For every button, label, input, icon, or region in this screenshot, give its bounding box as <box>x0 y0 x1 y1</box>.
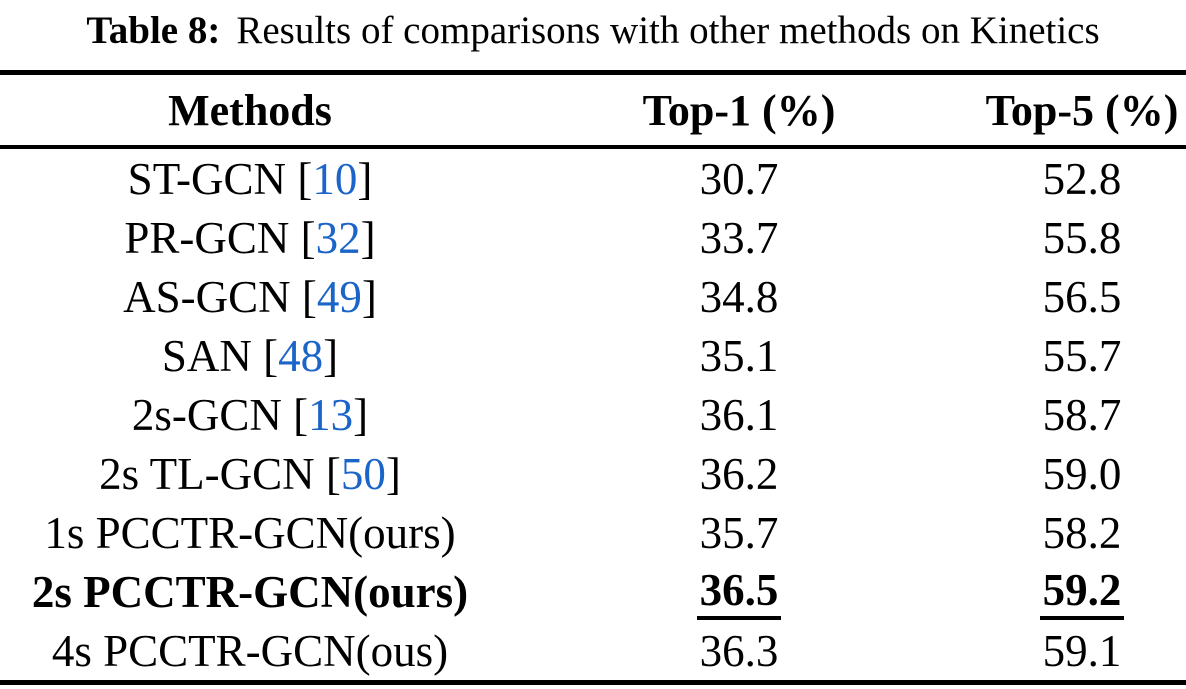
top1-value: 36.5 <box>696 567 782 620</box>
top5-value: 52.8 <box>1042 153 1122 204</box>
top1-cell: 36.2 <box>500 448 978 500</box>
top5-value: 56.5 <box>1042 271 1122 322</box>
citation-link[interactable]: 10 <box>312 153 358 204</box>
table-body: ST-GCN [10] 30.7 52.8 PR-GCN [32] 33.7 55.8 AS… <box>0 149 1186 680</box>
method-cell: ST-GCN [10] <box>127 153 373 204</box>
citation-link[interactable]: 13 <box>308 389 354 440</box>
top1-cell: 35.7 <box>500 507 978 559</box>
method-cell: AS-GCN [49] <box>123 271 377 322</box>
method-name: 2s TL-GCN <box>99 448 315 499</box>
top-rule <box>0 70 1186 75</box>
bottom-rule <box>0 680 1186 685</box>
top5-value: 58.7 <box>1042 389 1122 440</box>
table-row: AS-GCN [49] 34.8 56.5 <box>0 267 1186 326</box>
top5-value: 59.0 <box>1042 448 1122 499</box>
top5-cell: 55.7 <box>978 330 1186 382</box>
top1-cell: 36.3 <box>500 625 978 677</box>
caption-text: Results of comparisons with other method… <box>236 9 1100 52</box>
table-header-row: Methods Top-1 (%) Top-5 (%) <box>0 75 1186 145</box>
top1-cell: 35.1 <box>500 330 978 382</box>
citation-link[interactable]: 50 <box>340 448 386 499</box>
top5-cell: 56.5 <box>978 271 1186 323</box>
top1-cell: 30.7 <box>500 153 978 205</box>
method-name: ST-GCN <box>127 153 287 204</box>
method-cell: PR-GCN [32] <box>124 212 376 263</box>
top1-cell: 33.7 <box>500 212 978 264</box>
top5-value: 58.2 <box>1042 507 1122 558</box>
table-row: 2s PCCTR-GCN(ours) 36.5 59.2 <box>0 562 1186 621</box>
method-cell: SAN [48] <box>161 330 339 381</box>
top5-value: 55.8 <box>1042 212 1122 263</box>
top1-value: 35.7 <box>699 507 779 558</box>
table-caption: Table 8: Results of comparisons with othe… <box>0 0 1186 62</box>
method-name: 2s PCCTR-GCN(ours) <box>31 566 469 617</box>
method-name: SAN <box>161 330 252 381</box>
citation-link[interactable]: 48 <box>278 330 324 381</box>
top1-value: 30.7 <box>699 153 779 204</box>
caption-label: Table 8: <box>86 9 221 52</box>
method-cell: 1s PCCTR-GCN(ours) <box>0 507 500 559</box>
top5-cell: 59.0 <box>978 448 1186 500</box>
method-name: 4s PCCTR-GCN(ous) <box>51 625 449 676</box>
top5-cell: 59.1 <box>978 625 1186 677</box>
top1-value: 36.2 <box>699 448 779 499</box>
table-row: ST-GCN [10] 30.7 52.8 <box>0 149 1186 208</box>
table-row: 1s PCCTR-GCN(ours) 35.7 58.2 <box>0 503 1186 562</box>
table-row: PR-GCN [32] 33.7 55.8 <box>0 208 1186 267</box>
method-name: AS-GCN <box>123 271 291 322</box>
top5-value: 59.1 <box>1042 625 1122 676</box>
column-header-top1: Top-1 (%) <box>642 85 836 135</box>
top5-cell: 55.8 <box>978 212 1186 264</box>
top1-value: 36.3 <box>699 625 779 676</box>
column-header-methods: Methods <box>168 85 332 135</box>
top1-value: 35.1 <box>699 330 779 381</box>
top1-cell: 34.8 <box>500 271 978 323</box>
method-cell: 2s-GCN [13] <box>131 389 369 440</box>
method-cell: 4s PCCTR-GCN(ous) <box>0 625 500 677</box>
top5-cell: 52.8 <box>978 153 1186 205</box>
top1-value: 34.8 <box>699 271 779 322</box>
header-rule <box>0 145 1186 149</box>
top5-cell: 59.2 <box>978 564 1186 620</box>
top5-value: 59.2 <box>1039 567 1125 620</box>
top5-value: 55.7 <box>1042 330 1122 381</box>
table-row: SAN [48] 35.1 55.7 <box>0 326 1186 385</box>
top5-cell: 58.2 <box>978 507 1186 559</box>
citation-link[interactable]: 49 <box>316 271 362 322</box>
table-row: 2s TL-GCN [50] 36.2 59.0 <box>0 444 1186 503</box>
method-name: PR-GCN <box>124 212 290 263</box>
citation-link[interactable]: 32 <box>315 212 361 263</box>
table-row: 2s-GCN [13] 36.1 58.7 <box>0 385 1186 444</box>
top1-cell: 36.1 <box>500 389 978 441</box>
top1-cell: 36.5 <box>500 564 978 620</box>
method-cell: 2s TL-GCN [50] <box>99 448 401 499</box>
method-cell: 2s PCCTR-GCN(ours) <box>0 566 500 618</box>
table-row: 4s PCCTR-GCN(ous) 36.3 59.1 <box>0 621 1186 680</box>
top1-value: 36.1 <box>699 389 779 440</box>
top1-value: 33.7 <box>699 212 779 263</box>
method-name: 2s-GCN <box>131 389 282 440</box>
column-header-top5: Top-5 (%) <box>985 85 1179 135</box>
method-name: 1s PCCTR-GCN(ours) <box>44 507 456 558</box>
top5-cell: 58.7 <box>978 389 1186 441</box>
